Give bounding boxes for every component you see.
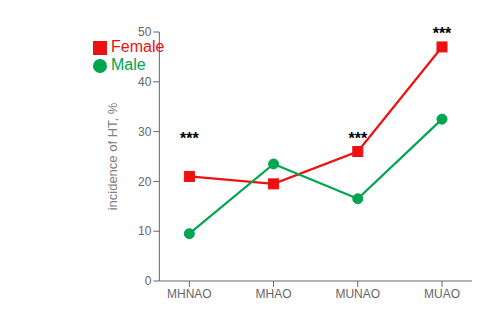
svg-text:***: *** (433, 25, 452, 42)
svg-text:***: *** (180, 130, 199, 147)
html-text:Male: Male (111, 56, 146, 73)
svg-text:***: *** (348, 130, 367, 147)
svg-text:MUAO: MUAO (424, 287, 460, 301)
html-text:Female: Female (111, 38, 165, 55)
svg-text:30: 30 (138, 125, 152, 139)
svg-text:MHAO: MHAO (256, 287, 292, 301)
svg-text:20: 20 (138, 175, 152, 189)
svg-text:40: 40 (138, 75, 152, 89)
svg-text:MHNAO: MHNAO (167, 287, 212, 301)
svg-text:MUNAO: MUNAO (335, 287, 380, 301)
svg-text:incidence of HT, %: incidence of HT, % (105, 102, 120, 210)
svg-text:50: 50 (138, 25, 152, 39)
svg-text:0: 0 (145, 274, 152, 288)
svg-text:10: 10 (138, 224, 152, 238)
